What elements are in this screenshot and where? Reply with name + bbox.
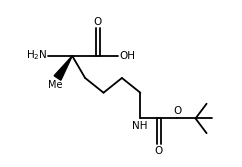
Text: NH: NH xyxy=(132,121,147,131)
Text: Me: Me xyxy=(48,80,63,90)
Text: O: O xyxy=(173,106,181,116)
Polygon shape xyxy=(54,56,72,80)
Text: O: O xyxy=(94,17,102,27)
Text: H$_2$N: H$_2$N xyxy=(26,48,47,62)
Text: O: O xyxy=(155,146,163,156)
Text: OH: OH xyxy=(119,51,135,61)
